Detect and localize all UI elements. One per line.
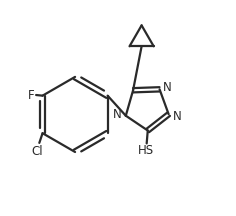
Text: N: N bbox=[163, 81, 172, 94]
Text: F: F bbox=[27, 89, 34, 102]
Text: N: N bbox=[113, 108, 122, 121]
Text: HS: HS bbox=[138, 145, 154, 157]
Text: Cl: Cl bbox=[31, 145, 43, 158]
Text: N: N bbox=[173, 110, 181, 123]
